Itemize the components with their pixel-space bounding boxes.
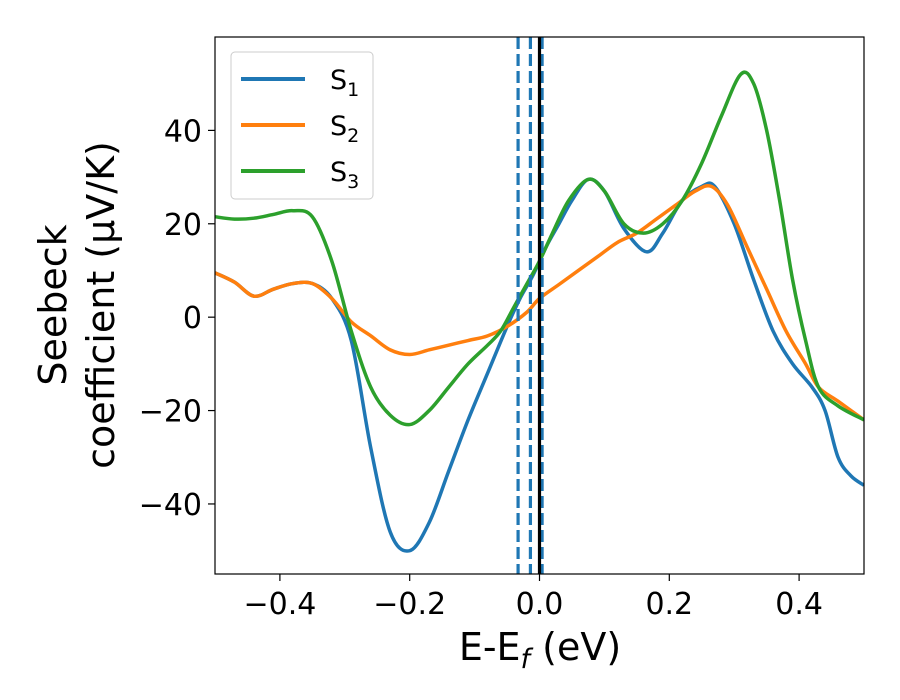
x-tick-label: 0.4 bbox=[775, 587, 823, 622]
y-tick-label: −40 bbox=[139, 488, 202, 523]
x-tick-label: 0.2 bbox=[645, 587, 693, 622]
legend-label-3: S3 bbox=[330, 157, 359, 193]
x-axis: −0.4 −0.2 0.0 0.2 0.4 bbox=[243, 574, 823, 622]
x-tick-label: −0.2 bbox=[373, 587, 446, 622]
vertical-lines bbox=[516, 37, 544, 574]
y-axis-label-line2: coefficient (μV/K) bbox=[79, 141, 123, 469]
y-tick-label: 20 bbox=[164, 208, 202, 243]
series-line-3 bbox=[215, 70, 864, 427]
x-tick-label: −0.4 bbox=[243, 587, 316, 622]
y-axis: −40 −20 0 20 40 bbox=[139, 114, 215, 523]
y-tick-label: −20 bbox=[139, 395, 202, 430]
y-axis-label-line1: Seebeck bbox=[31, 224, 75, 385]
x-axis-label-unit: (eV) bbox=[530, 625, 621, 669]
y-axis-label: Seebeck coefficient (μV/K) bbox=[31, 141, 123, 469]
x-axis-label: E-Ef (eV) bbox=[459, 625, 621, 675]
legend-label-1: S1 bbox=[330, 65, 359, 101]
legend: S1 S2 S3 bbox=[230, 51, 374, 200]
y-tick-label: 40 bbox=[164, 114, 202, 149]
x-tick-label: 0.0 bbox=[516, 587, 564, 622]
legend-label-2: S2 bbox=[330, 111, 359, 147]
y-tick-label: 0 bbox=[183, 301, 202, 336]
